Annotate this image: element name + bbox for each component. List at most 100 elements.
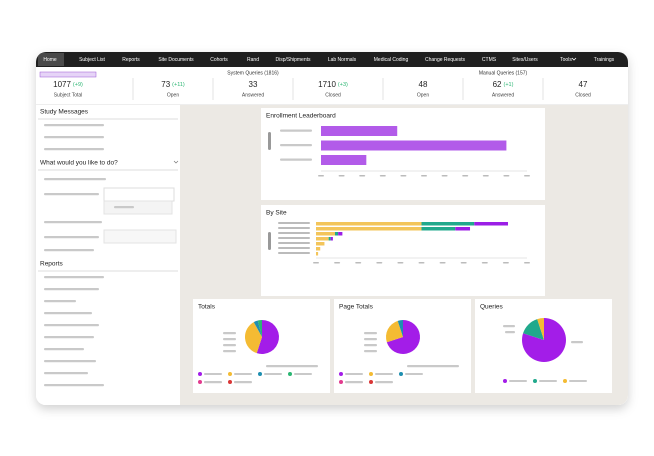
bar-segment bbox=[474, 222, 509, 226]
panel-title: Queries bbox=[480, 304, 504, 311]
placeholder bbox=[364, 338, 377, 341]
placeholder bbox=[280, 144, 312, 147]
stat-number: 48 bbox=[419, 80, 428, 89]
nav-item[interactable]: Reports bbox=[122, 57, 140, 63]
nav-active bbox=[38, 53, 64, 66]
placeholder bbox=[44, 360, 96, 363]
bar-segment bbox=[316, 227, 422, 231]
sidebar-heading[interactable]: Reports bbox=[40, 261, 64, 268]
placeholder bbox=[462, 175, 469, 177]
pie-slice bbox=[256, 320, 280, 354]
stat-value: 62 (+1) bbox=[493, 80, 514, 89]
placeholder bbox=[44, 300, 76, 303]
stat-label: Closed bbox=[325, 92, 341, 98]
placeholder bbox=[278, 242, 310, 244]
nav-item[interactable]: Subject List bbox=[79, 57, 105, 63]
pie-slice bbox=[257, 320, 262, 337]
bar-segment bbox=[316, 222, 422, 226]
panel bbox=[261, 205, 545, 296]
nav-item[interactable]: Lab Normals bbox=[328, 57, 357, 63]
sidebar-heading[interactable]: Study Messages bbox=[40, 109, 89, 116]
bar-segment bbox=[334, 232, 339, 236]
placeholder bbox=[280, 158, 312, 161]
placeholder bbox=[502, 262, 509, 264]
placeholder bbox=[524, 262, 530, 264]
placeholder bbox=[505, 331, 515, 334]
nav-item[interactable]: Sites/Users bbox=[512, 57, 538, 63]
legend-dot bbox=[369, 380, 373, 384]
nav-item[interactable]: Medical Coding bbox=[374, 57, 409, 63]
stat-value: 48 bbox=[419, 80, 428, 89]
legend-dot bbox=[228, 380, 232, 384]
placeholder bbox=[334, 262, 341, 264]
legend-dot bbox=[228, 372, 232, 376]
legend-dot bbox=[258, 372, 262, 376]
placeholder bbox=[44, 324, 99, 327]
bar bbox=[321, 155, 367, 165]
placeholder bbox=[44, 348, 84, 351]
nav-item[interactable]: Tools bbox=[560, 57, 572, 63]
stat-delta: (+9) bbox=[73, 82, 83, 88]
placeholder bbox=[44, 193, 99, 196]
legend-dot bbox=[503, 379, 507, 383]
legend-dot bbox=[369, 372, 373, 376]
nav-item[interactable]: Rand bbox=[247, 57, 259, 63]
placeholder bbox=[364, 332, 377, 335]
placeholder bbox=[278, 237, 310, 239]
nav-item[interactable]: Change Requests bbox=[425, 57, 466, 63]
placeholder bbox=[44, 312, 92, 315]
placeholder bbox=[539, 380, 557, 382]
pie-slice bbox=[244, 322, 262, 354]
pie-slice bbox=[537, 318, 544, 340]
placeholder bbox=[44, 336, 94, 339]
placeholder bbox=[338, 175, 345, 177]
placeholder bbox=[278, 222, 310, 224]
placeholder bbox=[44, 288, 99, 291]
nav-item[interactable]: Cohorts bbox=[210, 57, 228, 63]
group-title: Manual Queries (157) bbox=[479, 70, 528, 76]
nav-item[interactable]: Trainings bbox=[594, 57, 615, 63]
select bbox=[103, 187, 175, 202]
panel-title: Totals bbox=[198, 304, 216, 311]
bar bbox=[321, 140, 507, 151]
stat-number: 1710 bbox=[318, 80, 336, 89]
group-title: System Queries (1816) bbox=[227, 70, 279, 76]
pie-slice bbox=[397, 320, 403, 337]
placeholder bbox=[278, 227, 310, 229]
nav-item[interactable]: Site Documents bbox=[158, 57, 194, 63]
stat-number: 62 bbox=[493, 80, 502, 89]
nav-item[interactable]: Home bbox=[43, 57, 57, 63]
placeholder bbox=[418, 262, 425, 264]
placeholder bbox=[379, 175, 386, 177]
placeholder bbox=[264, 373, 282, 375]
nav-item[interactable]: CTMS bbox=[482, 57, 497, 63]
sidebar bbox=[36, 105, 180, 405]
placeholder bbox=[359, 175, 366, 177]
placeholder bbox=[280, 129, 312, 132]
stat-number: 33 bbox=[249, 80, 258, 89]
placeholder bbox=[234, 381, 252, 384]
placeholder bbox=[44, 249, 94, 252]
placeholder bbox=[503, 175, 510, 177]
stat-value: 73 (+11) bbox=[161, 80, 185, 89]
placeholder bbox=[439, 262, 446, 264]
placeholder bbox=[266, 365, 318, 368]
stat-value: 1710 (+3) bbox=[318, 80, 348, 89]
stat-value: 1077 (+9) bbox=[53, 80, 83, 89]
panel-title: Enrollment Leaderboard bbox=[266, 113, 336, 120]
nav-item[interactable]: Disp/Shipments bbox=[275, 57, 311, 63]
placeholder bbox=[460, 262, 467, 264]
sidebar-heading[interactable]: What would you like to do? bbox=[40, 160, 118, 167]
placeholder bbox=[375, 373, 393, 375]
placeholder bbox=[345, 381, 363, 384]
pie-slice bbox=[523, 319, 544, 340]
placeholder bbox=[345, 373, 363, 375]
bar-segment bbox=[455, 227, 471, 231]
placeholder bbox=[355, 262, 362, 264]
placeholder bbox=[44, 372, 88, 375]
chevron bbox=[571, 57, 577, 61]
stat-delta: (+11) bbox=[172, 82, 185, 88]
bar-segment bbox=[316, 252, 319, 256]
bar-segment bbox=[316, 232, 335, 236]
